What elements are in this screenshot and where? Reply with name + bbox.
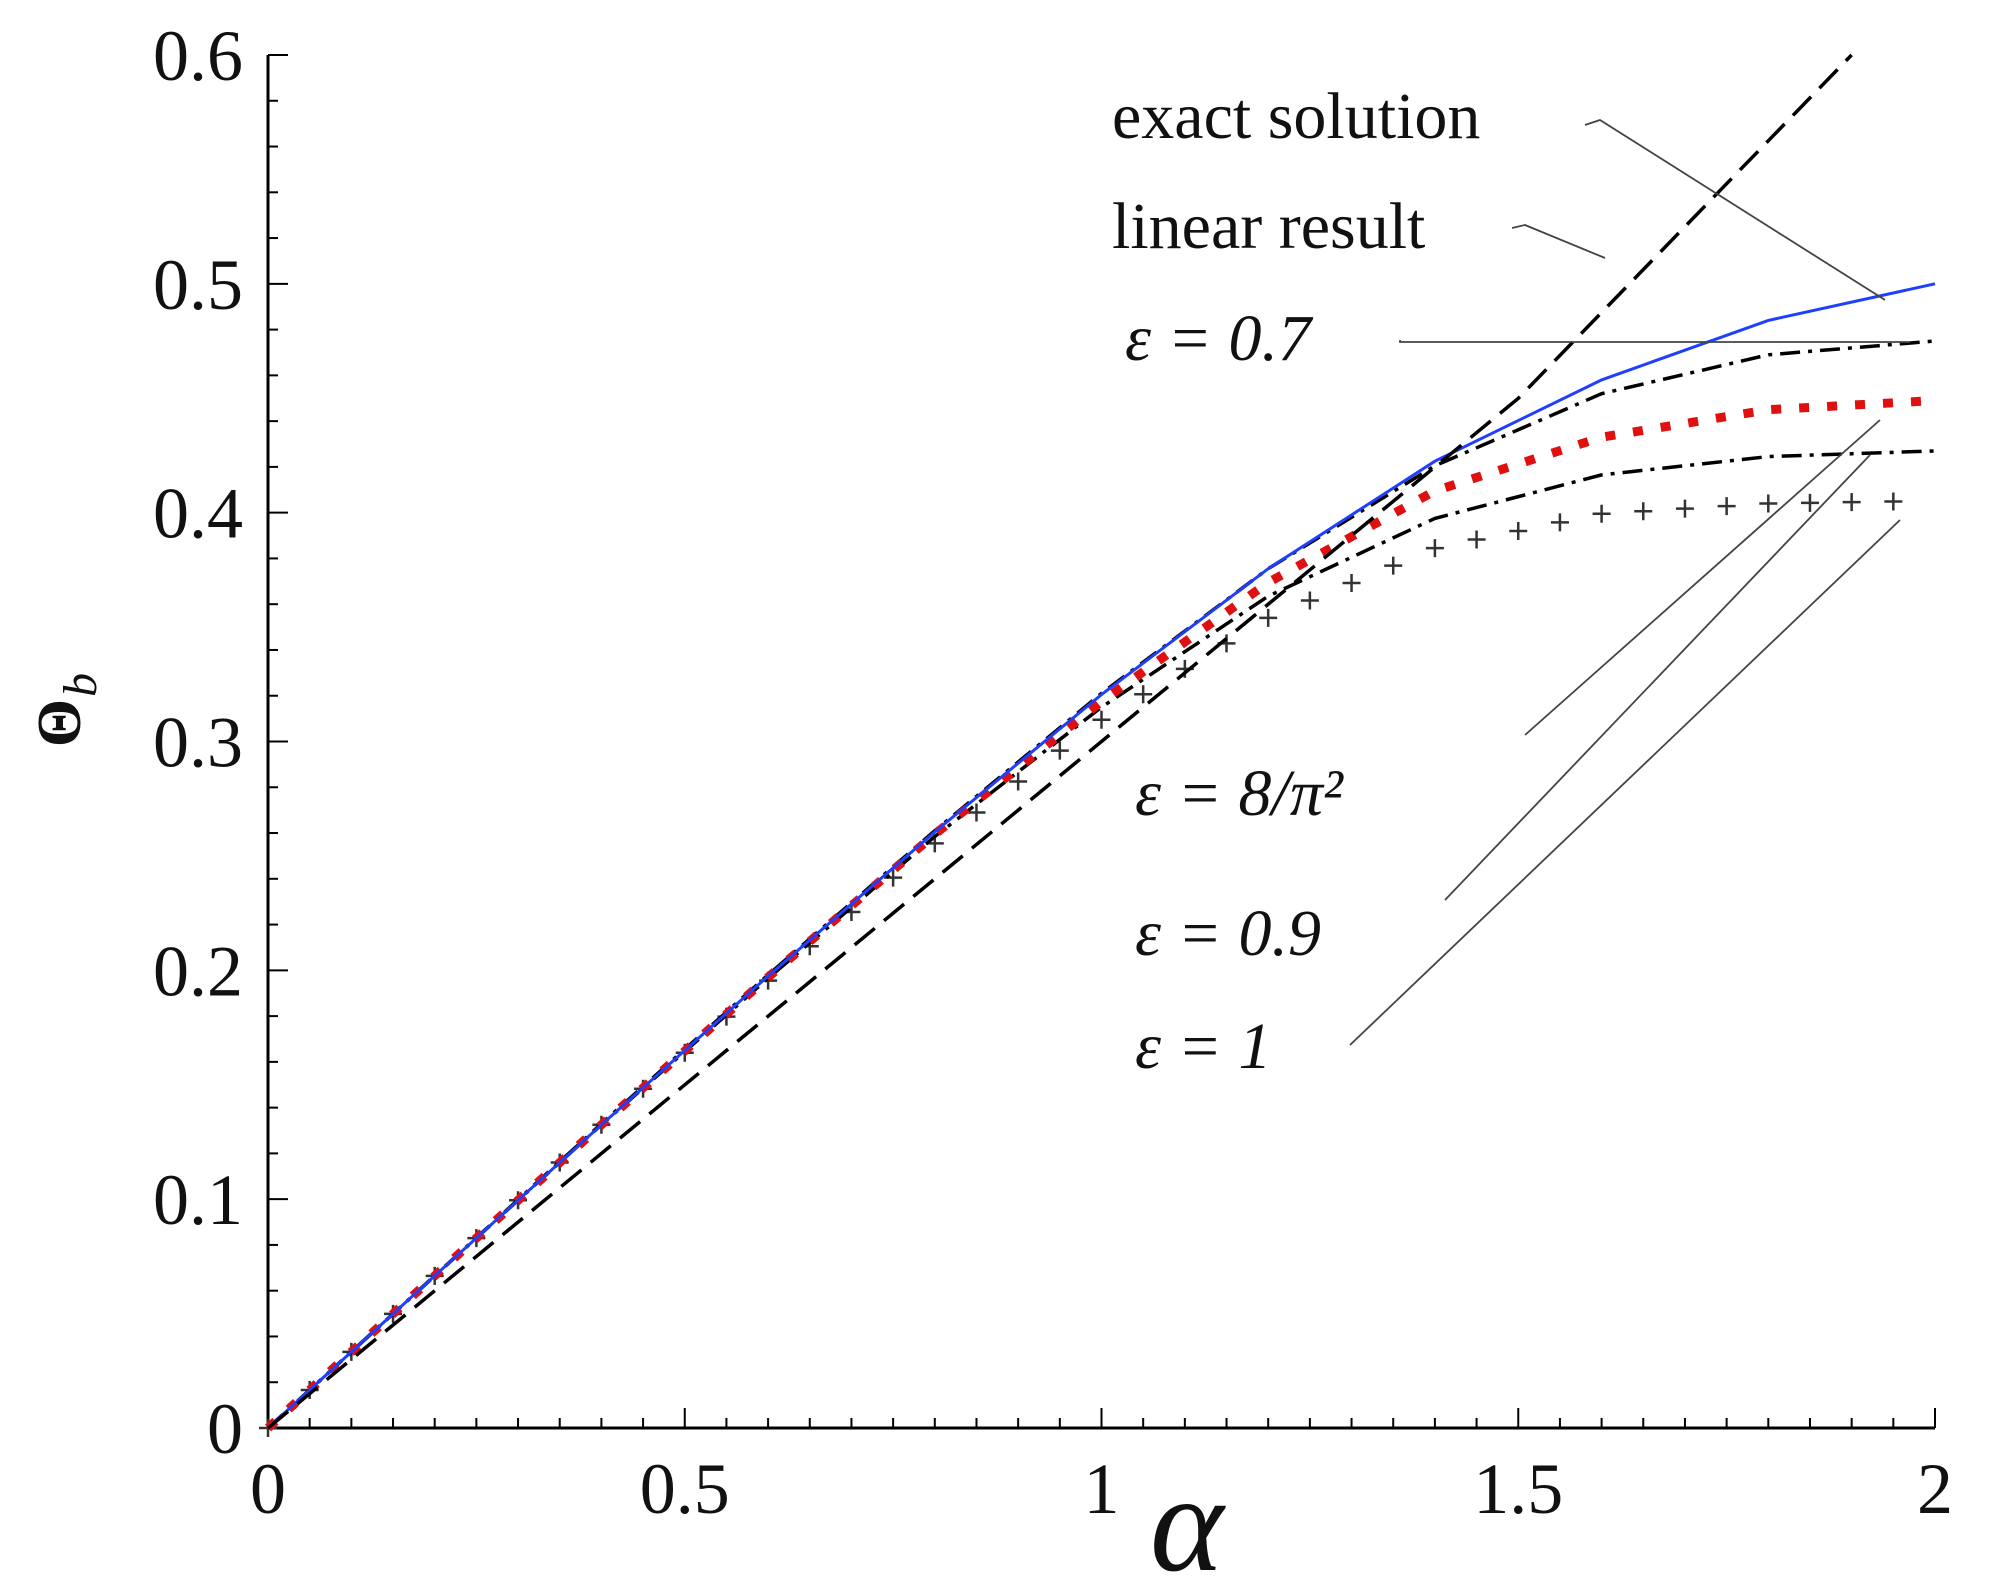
axes <box>266 55 1935 1430</box>
annotation-eps-09: ε = 0.9 <box>1135 897 1321 970</box>
tick-labels: 0 0.5 1 1.5 2 0 0.1 0.2 0.3 0.4 0.5 0.6 <box>153 16 1953 1529</box>
series-layer <box>259 53 1936 1437</box>
y-tick-label: 0 <box>207 1389 243 1469</box>
series-linear-result <box>266 53 1853 1430</box>
plus-marker <box>1509 521 1528 540</box>
x-tick-label: 2 <box>1917 1449 1953 1529</box>
series-1 <box>259 492 1903 1437</box>
plus-marker <box>1050 741 1069 760</box>
plus-marker <box>1300 591 1319 610</box>
svg-text:Θb: Θb <box>26 673 107 747</box>
plus-marker <box>1425 539 1444 558</box>
y-tick-label: 0.4 <box>153 474 243 554</box>
series-exact-solution <box>266 282 1936 1430</box>
annotation-eps-07: ε = 0.7 <box>1125 302 1314 375</box>
x-tick-label: 0.5 <box>640 1449 730 1529</box>
annotation-linear-result: linear result <box>1112 190 1425 263</box>
x-axis-title: α <box>1150 1446 1226 1596</box>
plus-marker <box>1884 492 1903 511</box>
plus-marker <box>1092 710 1111 729</box>
plus-marker <box>1259 608 1278 627</box>
plus-marker <box>1134 685 1153 704</box>
leader-exact-solution <box>1584 119 1886 301</box>
annotation-leaders <box>1349 119 1910 1046</box>
plus-marker <box>1550 513 1569 532</box>
plus-marker <box>1717 497 1736 516</box>
x-tick-label: 1.5 <box>1473 1449 1563 1529</box>
annotation-exact-solution: exact solution <box>1112 80 1480 153</box>
plus-marker <box>1675 499 1694 518</box>
series-8 <box>264 396 1936 1432</box>
plus-marker <box>1634 502 1653 521</box>
plus-marker <box>1759 494 1778 513</box>
leader-eps-09 <box>1444 454 1871 901</box>
annotation-eps-1: ε = 1 <box>1135 1010 1272 1083</box>
plus-marker <box>1842 493 1861 512</box>
y-tick-label: 0.5 <box>153 245 243 325</box>
y-tick-label: 0.6 <box>153 16 243 96</box>
leader-eps-8-pi2 <box>1524 419 1881 736</box>
y-axis-title-sub: b <box>54 673 107 697</box>
plus-marker <box>967 803 986 822</box>
plus-marker <box>1467 530 1486 549</box>
x-tick-label: 1 <box>1084 1449 1120 1529</box>
y-tick-label: 0.3 <box>153 703 243 783</box>
y-tick-label: 0.1 <box>153 1160 243 1240</box>
y-axis-title-main: Θ <box>26 699 94 747</box>
series-0-9 <box>266 449 1936 1430</box>
leader-eps-1 <box>1349 519 1901 1046</box>
plus-marker <box>1009 772 1028 791</box>
minor-ticks <box>267 54 1936 1429</box>
leader-linear-result <box>1511 224 1606 259</box>
plus-marker <box>1800 493 1819 512</box>
x-tick-label: 0 <box>250 1449 286 1529</box>
plus-marker <box>1592 504 1611 523</box>
y-axis-title: Θb <box>26 673 107 747</box>
annotation-eps-8-pi2: ε = 8/π² <box>1135 757 1344 830</box>
plus-marker <box>1384 556 1403 575</box>
leader-eps-07 <box>1399 340 1910 343</box>
y-tick-label: 0.2 <box>153 931 243 1011</box>
plus-marker <box>1342 574 1361 593</box>
